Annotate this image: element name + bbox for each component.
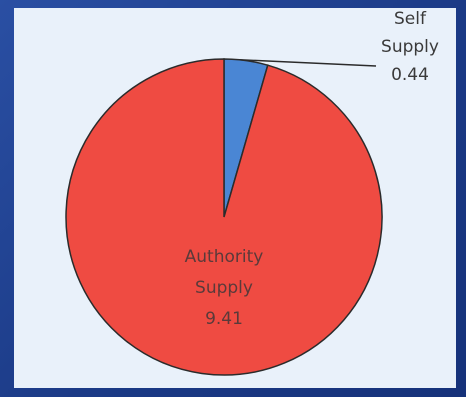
self-supply-label: Self <box>394 9 427 29</box>
self-supply-leader-line <box>239 59 377 67</box>
authority-supply-value: 9.41 <box>205 309 243 329</box>
self-supply-value: 0.44 <box>391 65 429 85</box>
pie-chart: Self Supply 0.44 Authority Supply 9.41 <box>65 9 439 376</box>
self-supply-label-line2-text: Supply <box>381 37 439 57</box>
chart-area: Self Supply 0.44 Authority Supply 9.41 <box>14 8 456 388</box>
authority-supply-label-line2: Supply <box>195 278 253 298</box>
pie-slices <box>65 58 383 376</box>
authority-supply-label-line1: Authority <box>185 247 264 267</box>
pie-slice-authority-supply <box>65 58 383 376</box>
self-supply-label-line1: Self <box>394 9 427 29</box>
